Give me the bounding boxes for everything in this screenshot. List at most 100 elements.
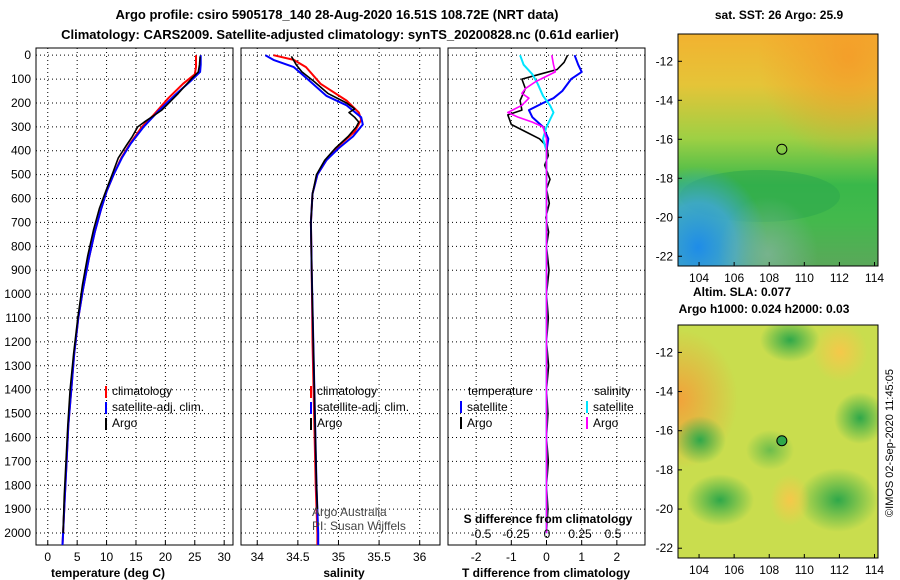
y-tick-label: 1000 xyxy=(4,287,31,301)
sla-map-title-1: Altim. SLA: 0.077 xyxy=(693,285,791,299)
sla-map: 104 106 108 110 112 114 -12 -14 -16 -18 -20 -22 xyxy=(656,324,884,577)
y-tick-label: 1400 xyxy=(4,383,31,397)
legend-label: Argo xyxy=(317,416,343,430)
series-line-satellite-adj-clim- xyxy=(61,55,202,546)
temperature-panel: 0 5 10 15 20 25 300100200300400500600700800900… xyxy=(4,47,234,564)
y-tick-label: 900 xyxy=(11,263,31,277)
sst-map: 104 106 108 110 112 114 -12 -14 -16 -18 -20 -22 xyxy=(656,33,884,285)
legend-label: satellite-adj. clim. xyxy=(112,400,204,414)
x-tick-label: 5 xyxy=(74,550,81,564)
y-tick-label: 1200 xyxy=(4,335,31,349)
x-tick-label: 15 xyxy=(129,550,143,564)
map-x-tick-label: 104 xyxy=(689,563,709,577)
y-tick-label: 600 xyxy=(11,192,31,206)
y-tick-label: 200 xyxy=(11,96,31,110)
legend-label: Argo xyxy=(593,416,619,430)
map-y-tick-label: -22 xyxy=(656,541,674,555)
y-tick-label: 0 xyxy=(24,48,31,62)
map-y-tick-label: -12 xyxy=(656,345,674,359)
x-tick-label: -1 xyxy=(506,550,517,564)
y-tick-label: 500 xyxy=(11,168,31,182)
s-diff-tick: -0.5 xyxy=(471,527,492,541)
s-diff-tick: 0 xyxy=(544,527,551,541)
x-tick-label: 36 xyxy=(413,550,427,564)
x-tick-label: 35 xyxy=(332,550,346,564)
x-tick-label: 30 xyxy=(217,550,231,564)
map-x-tick-label: 114 xyxy=(865,563,884,577)
map-y-tick-label: -12 xyxy=(656,54,674,68)
y-tick-label: 1800 xyxy=(4,478,31,492)
credit-line-1: Argo Australia xyxy=(312,505,387,519)
sla-field xyxy=(678,325,878,558)
x-tick-label: 10 xyxy=(100,550,114,564)
argo-position-marker xyxy=(776,143,788,155)
map-y-tick-label: -22 xyxy=(656,249,674,263)
y-tick-label: 700 xyxy=(11,215,31,229)
map-y-tick-label: -20 xyxy=(656,210,674,224)
title-line-1: Argo profile: csiro 5905178_140 28-Aug-2… xyxy=(116,7,559,22)
legend-label: Argo xyxy=(467,416,493,430)
salinity-xlabel: salinity xyxy=(323,566,365,580)
x-tick-label: 34.5 xyxy=(286,550,310,564)
x-tick-label: 34 xyxy=(251,550,265,564)
map-y-tick-label: -14 xyxy=(656,93,674,107)
y-tick-label: 1700 xyxy=(4,454,31,468)
legend-label: temperature xyxy=(468,384,533,398)
map-y-tick-label: -16 xyxy=(656,132,674,146)
y-tick-label: 300 xyxy=(11,120,31,134)
s-diff-tick: -0.25 xyxy=(502,527,530,541)
y-tick-label: 1600 xyxy=(4,430,31,444)
credit-line-2: PI: Susan Wijffels xyxy=(312,519,406,533)
map-y-tick-label: -14 xyxy=(656,385,674,399)
legend-label: satellite-adj. clim. xyxy=(317,400,409,414)
legend-label: climatology xyxy=(317,384,377,398)
y-tick-label: 800 xyxy=(11,239,31,253)
series-line-argo xyxy=(62,56,201,534)
map-x-tick-label: 110 xyxy=(795,563,814,577)
difference-panel: -2 -1 0 1 2 temperature satellite Argo salinity s… xyxy=(447,47,646,564)
y-tick-label: 1300 xyxy=(4,359,31,373)
x-tick-label: 0 xyxy=(44,550,51,564)
salinity-panel: 34 34.5 35 35.5 36 climatology satellite-adj. … xyxy=(240,47,441,564)
series-line-climatology xyxy=(61,55,197,546)
temperature-frame xyxy=(35,47,234,546)
series-line-climatology xyxy=(273,54,363,545)
y-tick-label: 100 xyxy=(11,72,31,86)
x-tick-label: 35.5 xyxy=(367,550,391,564)
legend-label: Argo xyxy=(112,416,138,430)
legend-label: satellite xyxy=(593,400,634,414)
s-diff-tick: 0.25 xyxy=(568,527,592,541)
sst-map-title: sat. SST: 26 Argo: 25.9 xyxy=(715,8,844,22)
s-diff-tick: 0.5 xyxy=(605,527,622,541)
legend-label: satellite xyxy=(467,400,508,414)
x-tick-label: 25 xyxy=(188,550,202,564)
x-tick-label: -2 xyxy=(471,550,482,564)
map-x-tick-label: 108 xyxy=(759,271,779,285)
map-x-tick-label: 112 xyxy=(830,563,849,577)
map-x-tick-label: 106 xyxy=(724,563,744,577)
map-x-tick-label: 108 xyxy=(759,563,779,577)
map-x-tick-label: 106 xyxy=(724,271,744,285)
temperature-xlabel: temperature (deg C) xyxy=(51,566,165,580)
legend-label: climatology xyxy=(112,384,172,398)
x-tick-label: 20 xyxy=(159,550,173,564)
s-difference-label: S difference from climatology xyxy=(464,512,633,526)
map-y-tick-label: -16 xyxy=(656,424,674,438)
map-y-tick-label: -18 xyxy=(656,463,674,477)
y-tick-label: 1900 xyxy=(4,502,31,516)
difference-xlabel: T difference from climatology xyxy=(462,566,630,580)
salinity-frame xyxy=(240,47,441,546)
series-line-satellite-adj-clim- xyxy=(264,54,364,545)
map-y-tick-label: -20 xyxy=(656,502,674,516)
title-line-2: Climatology: CARS2009. Satellite-adjuste… xyxy=(61,27,619,42)
x-tick-label: 1 xyxy=(578,550,585,564)
sst-field xyxy=(678,34,878,266)
y-tick-label: 1100 xyxy=(5,311,31,325)
s-difference-ticks: -0.5 -0.25 0 0.25 0.5 xyxy=(471,527,622,541)
series-line-s-argo xyxy=(506,55,557,534)
argo-position-marker xyxy=(776,435,788,447)
map-x-tick-label: 104 xyxy=(689,271,709,285)
y-tick-label: 400 xyxy=(11,144,31,158)
y-tick-label: 2000 xyxy=(4,526,31,540)
